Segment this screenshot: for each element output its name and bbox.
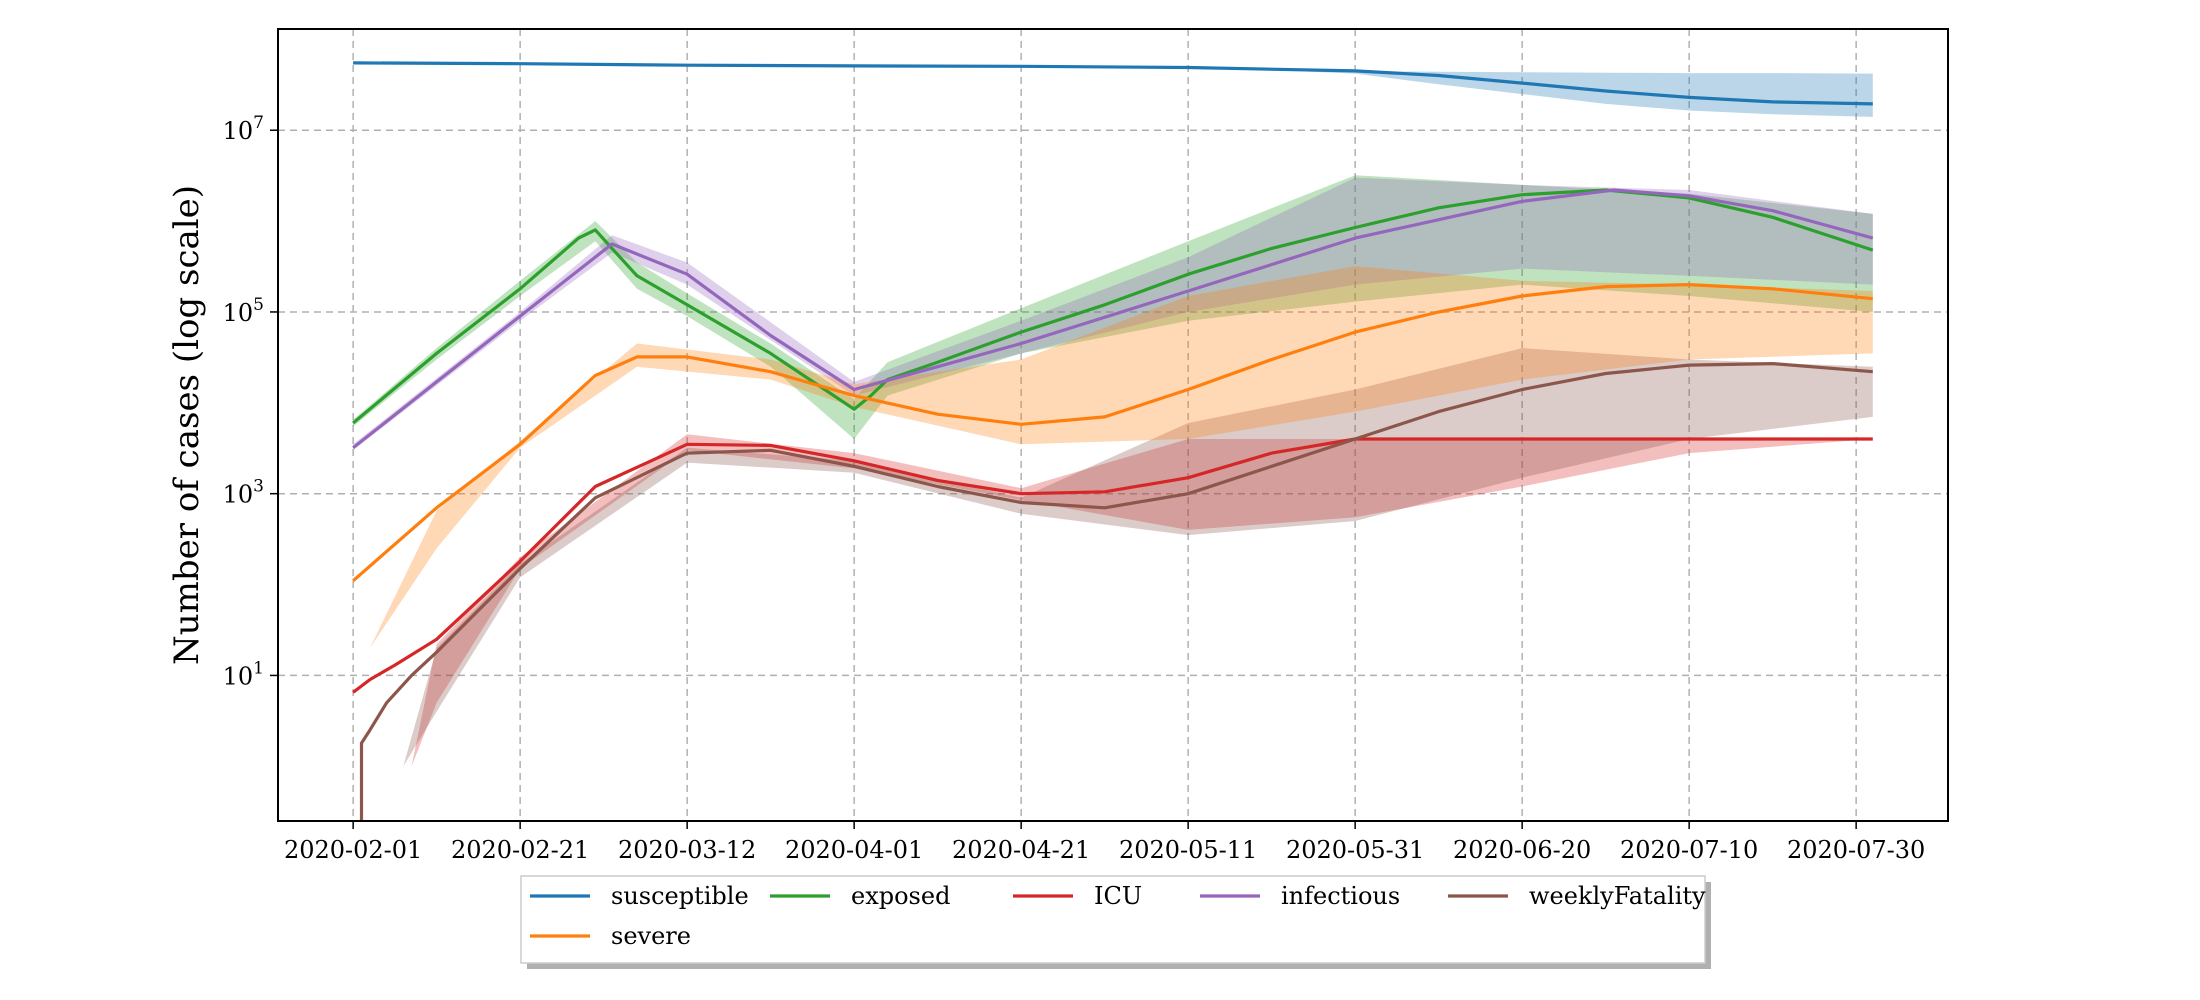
legend-label-severe: severe xyxy=(611,922,691,950)
y-tick-label: 103 xyxy=(223,477,264,509)
x-tick-label: 2020-06-20 xyxy=(1453,836,1591,864)
legend-label-ICU: ICU xyxy=(1094,882,1142,910)
legend-frame xyxy=(520,875,1706,964)
plot-area-frame xyxy=(277,28,1949,822)
legend-label-infectious: infectious xyxy=(1281,882,1400,910)
series-lines xyxy=(352,61,1874,821)
x-tick-label: 2020-04-01 xyxy=(785,836,923,864)
confidence-bands xyxy=(353,69,1873,767)
x-axis-ticks: 2020-02-01 2020-02-21 2020-03-12 2020-04-01… xyxy=(284,821,1925,864)
x-tick-label: 2020-05-11 xyxy=(1119,836,1257,864)
y-tick-label: 107 xyxy=(223,113,264,145)
legend-label-weeklyFatality: weeklyFatality xyxy=(1529,882,1706,910)
legend-label-susceptible: susceptible xyxy=(611,882,749,910)
severe-line xyxy=(352,283,1873,583)
legend-items: susceptible exposed ICU infectious weeklyFat… xyxy=(530,882,1706,950)
susceptible-band xyxy=(1271,69,1873,117)
x-tick-label: 2020-05-31 xyxy=(1286,836,1424,864)
susceptible-line xyxy=(353,61,1873,106)
exposed-band xyxy=(353,175,1873,439)
x-tick-label: 2020-02-21 xyxy=(451,836,589,864)
y-tick-label: 105 xyxy=(223,295,264,327)
x-tick-label: 2020-02-01 xyxy=(284,836,422,864)
legend: susceptible exposed ICU infectious weeklyFat… xyxy=(520,875,1711,969)
weeklyFatality-line xyxy=(359,362,1873,821)
x-tick-label: 2020-03-12 xyxy=(618,836,756,864)
x-tick-label: 2020-04-21 xyxy=(952,836,1090,864)
x-tick-label: 2020-07-30 xyxy=(1787,836,1925,864)
x-tick-label: 2020-07-10 xyxy=(1620,836,1758,864)
infectious-line xyxy=(352,188,1874,450)
weeklyFatality-band xyxy=(403,348,1873,767)
legend-label-exposed: exposed xyxy=(851,882,950,910)
y-tick-label: 101 xyxy=(223,658,264,690)
y-axis-ticks: 101 103 105 107 xyxy=(223,113,278,690)
exposed-line xyxy=(352,188,1874,425)
ICU-line xyxy=(352,437,1873,694)
severe-band xyxy=(369,266,1873,649)
y-axis-label: Number of cases (log scale) xyxy=(167,185,207,665)
